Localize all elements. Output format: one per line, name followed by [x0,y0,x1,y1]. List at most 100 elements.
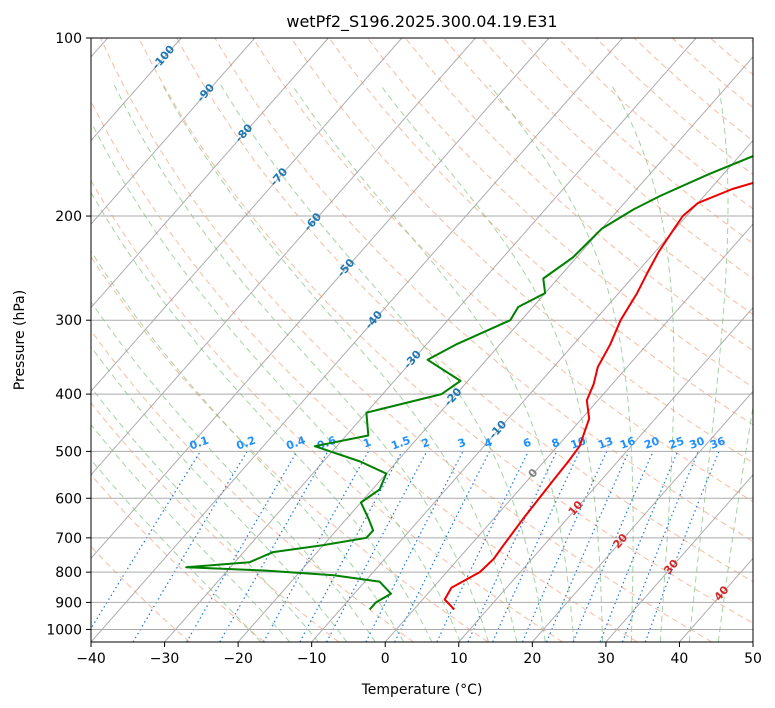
y-tick-label: 300 [55,313,82,329]
isotherm-line [458,306,753,642]
moist-adiabat-line [611,84,675,642]
mixing-ratio-label: 20 [642,434,661,452]
mixing-ratio-label: 0.2 [235,434,258,453]
moist-adiabat-line [688,84,729,642]
dry-adiabat-line [91,179,563,642]
y-tick-label: 100 [55,31,82,47]
isotherm-line [91,38,476,476]
y-tick-label: 800 [55,565,82,581]
x-tick-label: −10 [297,651,327,667]
moist-adiabat-line [220,84,546,642]
dry-adiabat-line [91,545,191,642]
mixing-ratio-label: 6 [521,436,533,451]
isotherm-line [164,38,697,642]
moist-adiabat-line [91,301,376,642]
mixing-ratio-label: 0.4 [284,434,307,453]
dry-adiabat-line [91,255,489,642]
dry-adiabat-line [100,38,713,642]
isotherm-line [91,38,256,225]
plot-frame [90,37,754,643]
y-tick-label: 400 [55,387,82,403]
moist-adiabat-line [91,345,348,642]
moist-adiabat-line [91,423,291,642]
moist-adiabat-line [489,84,634,642]
dry-adiabat-line [138,38,753,624]
mixing-ratio-label: 2 [420,436,432,451]
moist-adiabat-line [113,84,489,642]
mixing-ratio-label: 36 [708,434,727,452]
moist-adiabats [91,84,753,642]
moist-adiabat-line [91,191,433,642]
temperature-line [443,181,753,611]
dry-adiabat-line [328,38,753,426]
mixing-ratio-label: 25 [667,434,686,451]
isotherm-line [91,38,182,142]
moist-adiabat-line [91,250,405,642]
isotherm-line [311,139,753,642]
mixing-ratio-line [299,451,403,642]
mixing-ratio-label: 3 [456,436,468,451]
isotherm-line [91,38,550,560]
data-series [185,155,753,611]
mixing-ratio-label: 4 [482,436,494,451]
x-tick-label: 50 [744,651,762,667]
moist-adiabat-line [717,403,753,642]
y-tick-label: 900 [55,595,82,611]
x-tick-label: −20 [223,651,253,667]
mixing-ratio-label: 13 [596,434,615,451]
mixing-ratio-label: 16 [618,434,637,452]
moist-adiabat-line [162,84,518,642]
dry-adiabat-line [176,38,753,583]
mixing-ratio-line [394,451,491,642]
mixing-ratio-label: 30 [688,434,707,452]
y-tick-label: 500 [55,444,82,460]
mixing-ratio-line [599,451,679,642]
mixing-ratio-line [467,451,558,642]
chart-title: wetPf2_S196.2025.300.04.19.E31 [286,12,557,32]
pressure-gridlines [91,38,753,630]
mixing-ratio-label: 1 [361,436,373,451]
x-tick-label: −40 [76,651,106,667]
y-tick-label: 700 [55,531,82,547]
dry-adiabat-line [366,38,753,388]
moist-adiabat-line [91,120,461,642]
x-tick-label: 10 [450,651,468,667]
y-tick-label: 600 [55,491,82,507]
x-axis-label: Temperature (°C) [361,682,483,698]
x-tick-label: 0 [381,651,390,667]
dry-adiabat-line [252,38,753,503]
dry-adiabat-line [91,402,340,642]
x-tick-label: −30 [150,651,180,667]
isotherm-line [91,38,329,309]
x-tick-label: 20 [523,651,541,667]
y-tick-label: 1000 [46,622,82,638]
mixing-ratio-label: 8 [550,436,562,451]
moist-adiabat-line [291,84,575,642]
mixing-ratio-label: 1.5 [389,434,412,453]
mixing-ratio-line [622,451,699,642]
dewpoint-line [185,155,753,611]
y-tick-label: 200 [55,209,82,225]
mixing-ratio-line [91,451,201,630]
isotherm-line [384,223,753,642]
moist-adiabat-line [91,386,319,642]
isotherm-line [91,38,623,642]
moist-adiabat-line [379,84,604,642]
isotherm-line [91,38,403,392]
isotherm-line [237,56,753,642]
isotherms [91,38,753,642]
dry-adiabat-line [91,474,265,642]
y-axis-label: Pressure (hPa) [12,290,28,390]
isotherm-line [605,474,753,642]
x-tick-label: 40 [671,651,689,667]
mixing-ratio-line [644,451,720,642]
isotherm-line [531,390,753,642]
x-tick-label: 30 [597,651,615,667]
y-axis: 100 200 300 400 500 600 700 800 900 1000 [46,31,91,638]
dry-adiabat-line [290,38,753,464]
mixing-ratio-label: 0.1 [188,434,211,453]
x-axis: −40 −30 −20 −10 0 10 20 30 40 50 [76,642,762,667]
mixing-ratio-line [436,451,529,642]
